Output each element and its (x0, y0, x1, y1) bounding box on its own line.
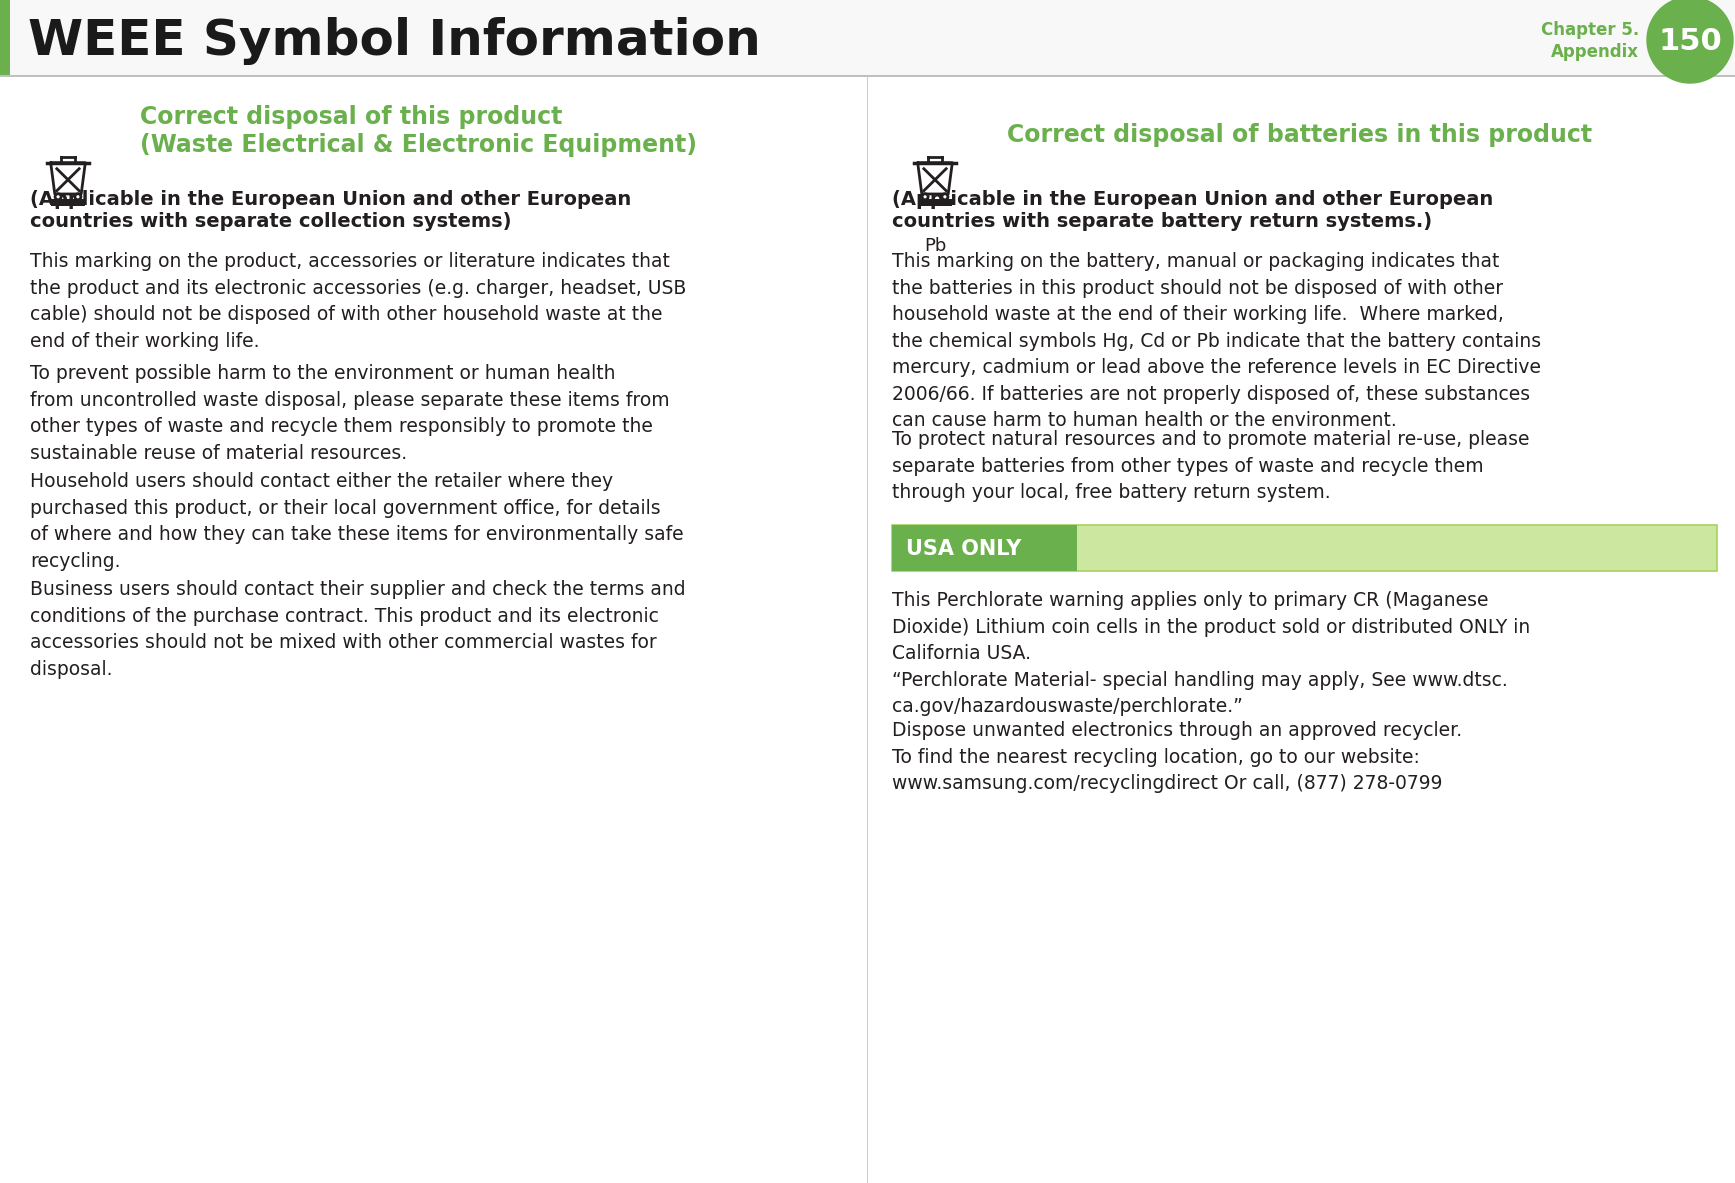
Text: To protect natural resources and to promote material re-use, please
separate bat: To protect natural resources and to prom… (892, 429, 1530, 502)
Text: 150: 150 (1659, 26, 1721, 56)
Bar (0, 0, 10, 75)
Text: Pb: Pb (923, 237, 946, 256)
Bar (0, 75, 1735, 77)
Circle shape (75, 194, 82, 200)
Text: (Applicable in the European Union and other European: (Applicable in the European Union and ot… (892, 190, 1494, 209)
Text: USA ONLY: USA ONLY (906, 539, 1022, 560)
Text: (Applicable in the European Union and other European: (Applicable in the European Union and ot… (29, 190, 632, 209)
Bar (892, 525, 1077, 571)
Circle shape (921, 194, 928, 200)
Text: This marking on the battery, manual or packaging indicates that
the batteries in: This marking on the battery, manual or p… (892, 252, 1541, 429)
Text: Appendix: Appendix (1551, 43, 1640, 62)
Polygon shape (50, 163, 85, 194)
Circle shape (942, 194, 947, 200)
Text: This marking on the product, accessories or literature indicates that
the produc: This marking on the product, accessories… (29, 252, 687, 350)
Text: countries with separate collection systems): countries with separate collection syste… (29, 212, 512, 231)
Circle shape (1647, 0, 1733, 83)
Text: To prevent possible harm to the environment or human health
from uncontrolled wa: To prevent possible harm to the environm… (29, 364, 670, 463)
Circle shape (56, 194, 61, 200)
Bar (892, 525, 1718, 571)
Text: (Waste Electrical & Electronic Equipment): (Waste Electrical & Electronic Equipment… (141, 132, 697, 157)
Text: Chapter 5.: Chapter 5. (1541, 21, 1640, 39)
Polygon shape (918, 163, 953, 194)
Circle shape (56, 194, 61, 200)
Text: Correct disposal of batteries in this product: Correct disposal of batteries in this pr… (1006, 123, 1593, 147)
Text: WEEE Symbol Information: WEEE Symbol Information (28, 17, 760, 65)
Bar (0, 0, 1735, 75)
Text: Business users should contact their supplier and check the terms and
conditions : Business users should contact their supp… (29, 580, 685, 679)
Bar (50, 199, 85, 206)
Text: Household users should contact either the retailer where they
purchased this pro: Household users should contact either th… (29, 472, 684, 570)
Text: Correct disposal of this product: Correct disposal of this product (141, 105, 562, 129)
Text: countries with separate battery return systems.): countries with separate battery return s… (892, 212, 1431, 231)
Circle shape (921, 194, 928, 200)
Text: Dispose unwanted electronics through an approved recycler.
To find the nearest r: Dispose unwanted electronics through an … (892, 720, 1463, 793)
Text: This Perchlorate warning applies only to primary CR (Maganese
Dioxide) Lithium c: This Perchlorate warning applies only to… (892, 592, 1530, 716)
Bar (918, 199, 953, 206)
